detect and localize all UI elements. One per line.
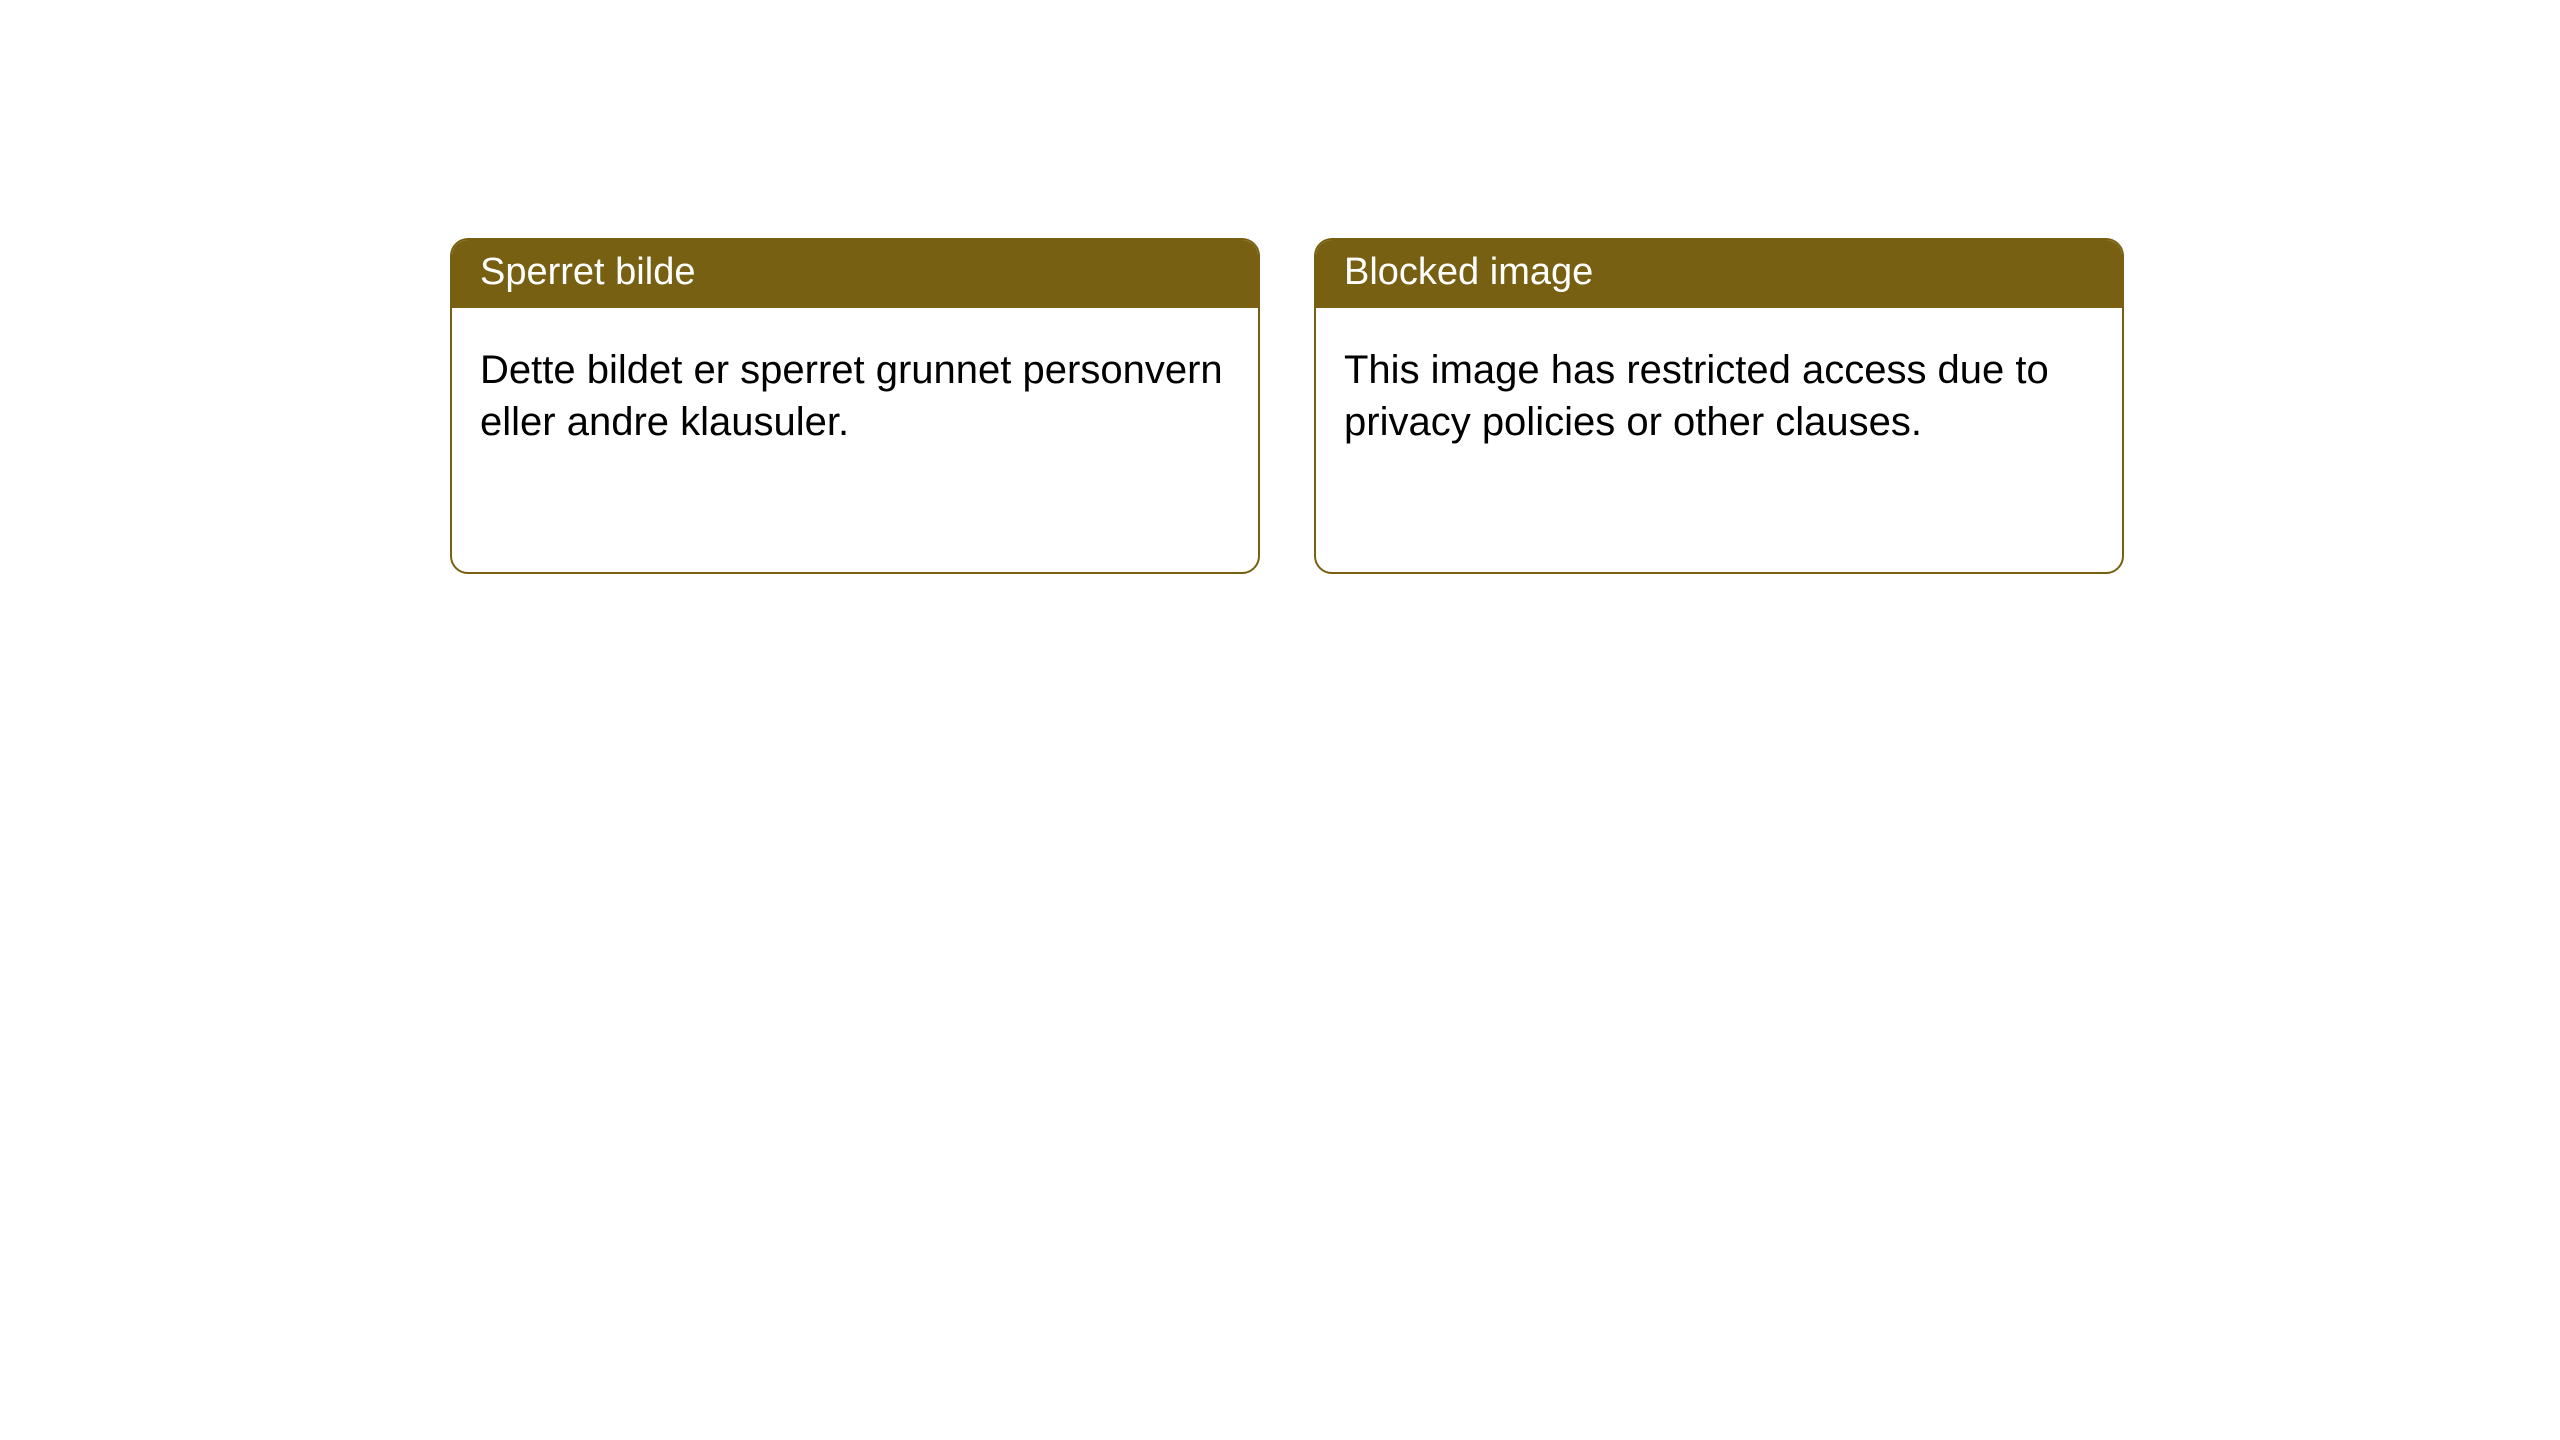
card-body: Dette bildet er sperret grunnet personve…	[452, 308, 1258, 486]
notice-container: Sperret bilde Dette bildet er sperret gr…	[0, 0, 2560, 574]
card-title: Blocked image	[1316, 240, 2122, 308]
card-title: Sperret bilde	[452, 240, 1258, 308]
notice-card-norwegian: Sperret bilde Dette bildet er sperret gr…	[450, 238, 1260, 574]
card-body: This image has restricted access due to …	[1316, 308, 2122, 486]
notice-card-english: Blocked image This image has restricted …	[1314, 238, 2124, 574]
